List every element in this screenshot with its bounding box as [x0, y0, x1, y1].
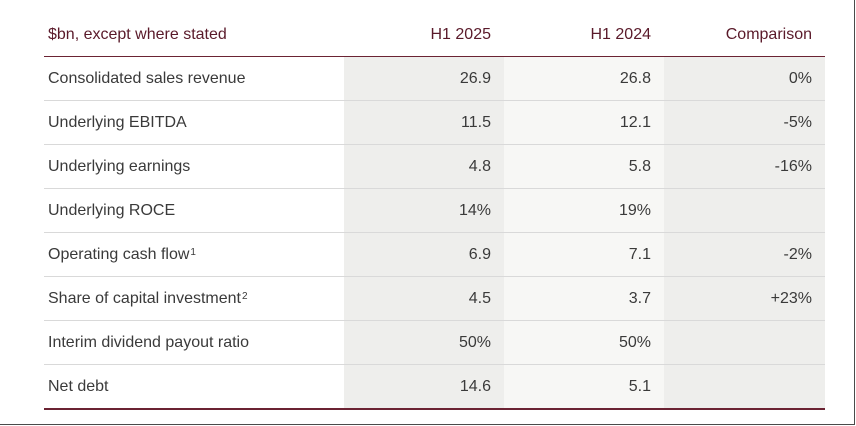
value-h1-2025: 4.5: [344, 277, 504, 320]
value-comparison: -16%: [664, 145, 825, 188]
value-comparison: -2%: [664, 233, 825, 276]
row-label: Interim dividend payout ratio: [48, 333, 249, 351]
table-row: Underlying earnings 4.8 5.8 -16%: [44, 145, 825, 189]
header-label: $bn, except where stated: [48, 26, 227, 43]
value-h1-2024: 19%: [504, 189, 664, 232]
table-row: Operating cash flow 1 6.9 7.1 -2%: [44, 233, 825, 277]
row-label: Consolidated sales revenue: [48, 69, 246, 87]
footnote-marker: 2: [242, 291, 248, 302]
value-h1-2024: 7.1: [504, 233, 664, 276]
value-comparison: [664, 321, 825, 364]
value-h1-2025: 14.6: [344, 365, 504, 408]
value-h1-2025: 50%: [344, 321, 504, 364]
row-label: Share of capital investment 2: [48, 289, 248, 307]
header-h1-2024: H1 2024: [590, 26, 652, 43]
value-h1-2024: 26.8: [504, 57, 664, 100]
value-comparison: [664, 365, 825, 408]
value-comparison: 0%: [664, 57, 825, 100]
row-label: Operating cash flow 1: [48, 245, 196, 263]
table-row: Consolidated sales revenue 26.9 26.8 0%: [44, 57, 825, 101]
value-comparison: +23%: [664, 277, 825, 320]
row-label: Underlying EBITDA: [48, 113, 187, 131]
financial-summary-table: $bn, except where stated H1 2025 H1 2024…: [44, 14, 825, 410]
value-h1-2025: 4.8: [344, 145, 504, 188]
value-h1-2024: 12.1: [504, 101, 664, 144]
row-label: Underlying ROCE: [48, 201, 176, 219]
value-h1-2025: 14%: [344, 189, 504, 232]
value-h1-2025: 26.9: [344, 57, 504, 100]
value-h1-2024: 5.8: [504, 145, 664, 188]
table-header-row: $bn, except where stated H1 2025 H1 2024…: [44, 14, 825, 57]
value-h1-2025: 11.5: [344, 101, 504, 144]
value-h1-2024: 50%: [504, 321, 664, 364]
value-comparison: [664, 189, 825, 232]
row-label: Net debt: [48, 377, 109, 395]
row-label: Underlying earnings: [48, 157, 191, 175]
table-row: Underlying EBITDA 11.5 12.1 -5%: [44, 101, 825, 145]
value-h1-2025: 6.9: [344, 233, 504, 276]
table-row: Underlying ROCE 14% 19%: [44, 189, 825, 233]
table-row: Interim dividend payout ratio 50% 50%: [44, 321, 825, 365]
table-row: Share of capital investment 2 4.5 3.7 +23…: [44, 277, 825, 321]
value-h1-2024: 5.1: [504, 365, 664, 408]
header-comparison: Comparison: [725, 26, 812, 43]
footnote-marker: 1: [190, 247, 196, 258]
header-h1-2025: H1 2025: [430, 26, 492, 43]
value-comparison: -5%: [664, 101, 825, 144]
value-h1-2024: 3.7: [504, 277, 664, 320]
table-row: Net debt 14.6 5.1: [44, 365, 825, 410]
